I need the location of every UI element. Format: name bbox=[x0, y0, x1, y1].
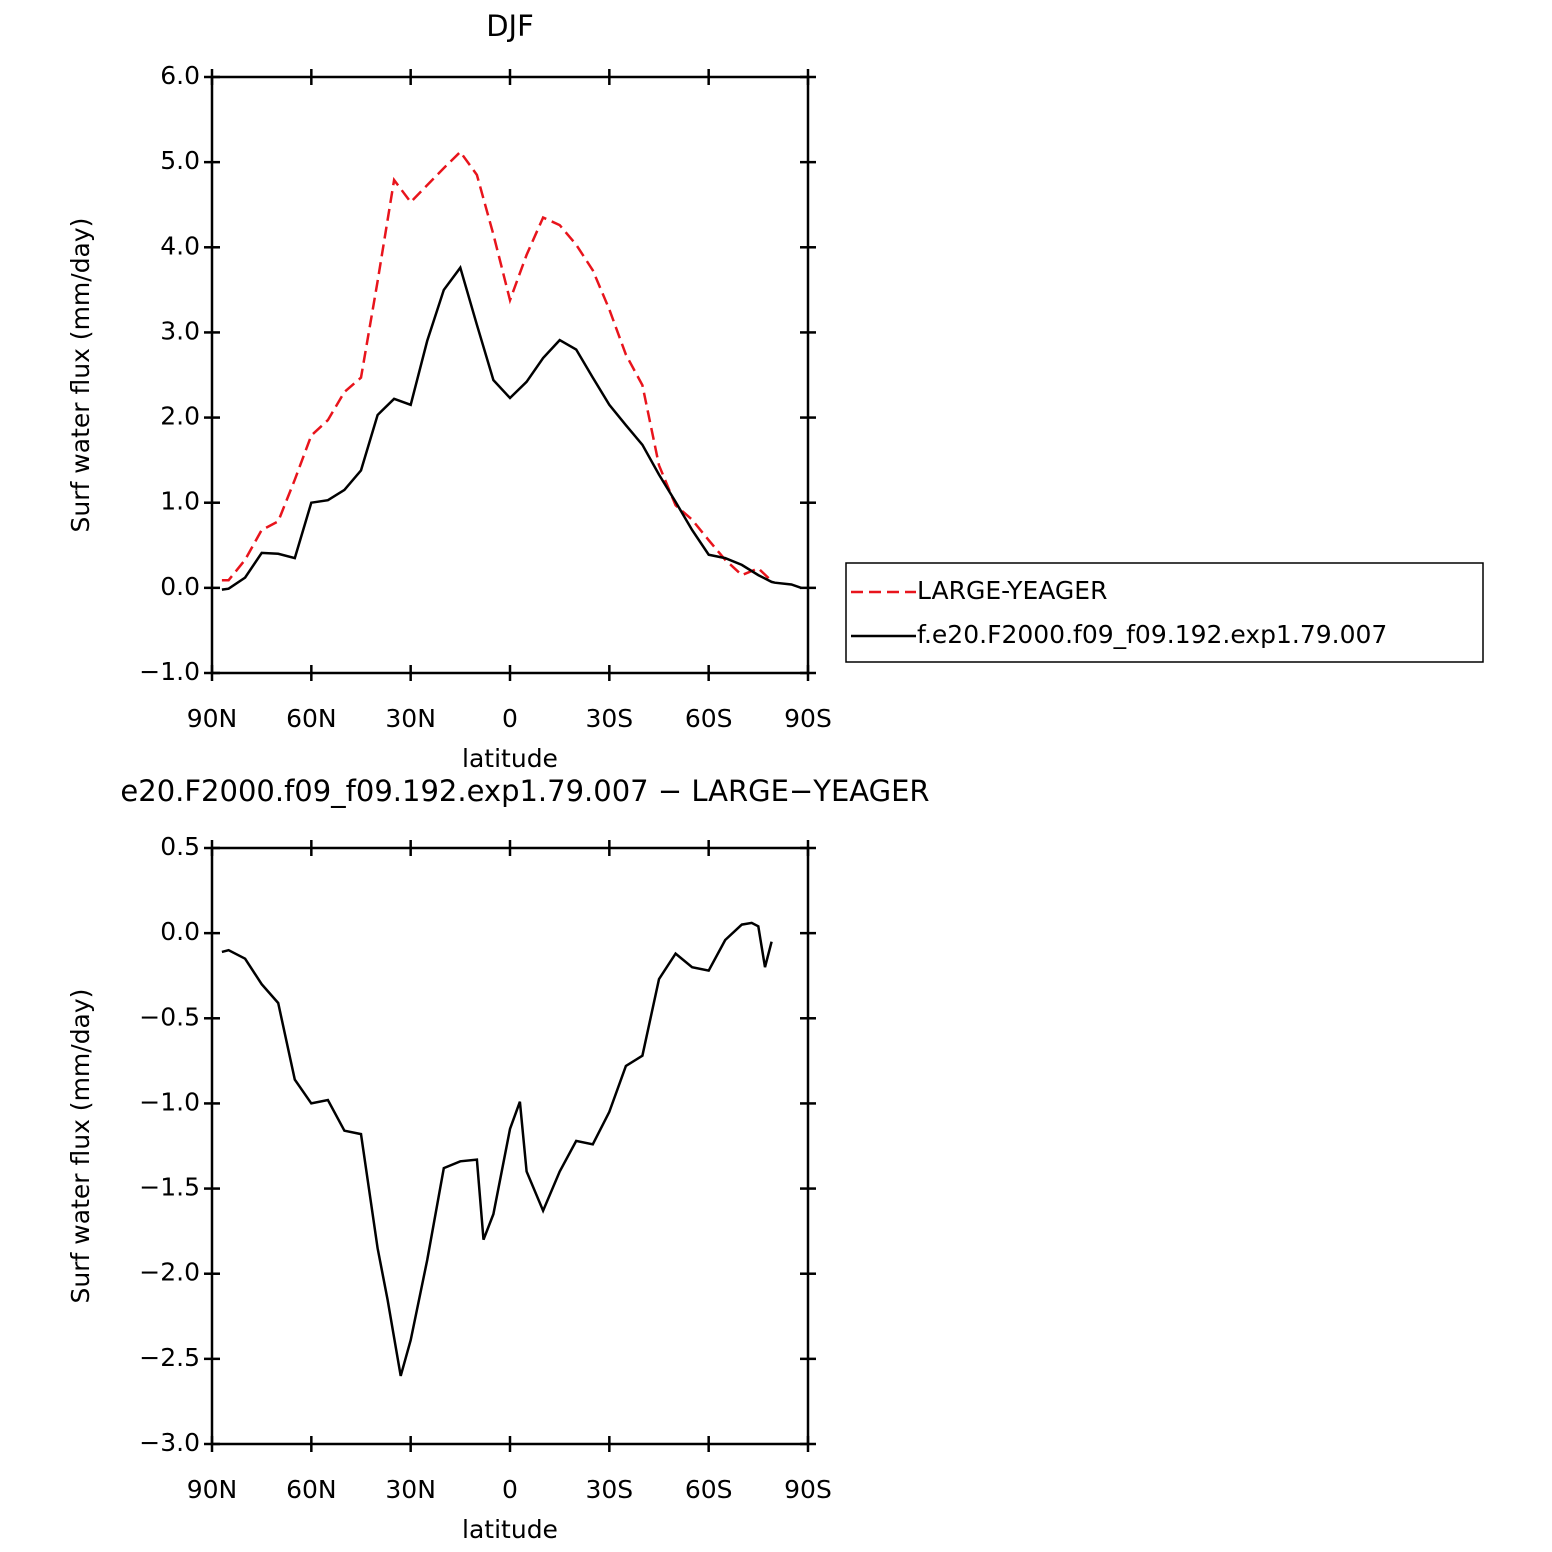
y-tick-label: 6.0 bbox=[160, 61, 200, 90]
y-tick-label: 0.0 bbox=[160, 572, 200, 601]
x-tick-label: 90N bbox=[187, 704, 238, 733]
x-tick-label: 90N bbox=[187, 1475, 238, 1504]
y-tick-label: −0.5 bbox=[139, 1002, 200, 1031]
plot-frame bbox=[210, 75, 810, 675]
y-axis-label: Surf water flux (mm/day) bbox=[66, 218, 95, 533]
x-tick-label: 30S bbox=[585, 704, 633, 733]
y-tick-label: 3.0 bbox=[160, 316, 200, 345]
x-tick-label: 30N bbox=[385, 704, 436, 733]
x-axis-label: latitude bbox=[462, 744, 558, 773]
x-tick-label: 90S bbox=[784, 1475, 832, 1504]
data-line bbox=[221, 921, 773, 1377]
y-tick-label: −2.5 bbox=[139, 1343, 200, 1372]
y-tick-label: 0.5 bbox=[160, 832, 200, 861]
x-tick-label: 30S bbox=[585, 1475, 633, 1504]
y-tick-label: 0.0 bbox=[160, 917, 200, 946]
y-tick-label: −2.0 bbox=[139, 1258, 200, 1287]
y-tick-label: 4.0 bbox=[160, 231, 200, 260]
x-tick-label: 90S bbox=[784, 704, 832, 733]
y-tick-label: −1.5 bbox=[139, 1173, 200, 1202]
chart-title: DJF bbox=[486, 9, 534, 43]
data-line bbox=[221, 264, 802, 591]
legend-box bbox=[845, 562, 1484, 663]
chart-title: e20.F2000.f09_f09.192.exp1.79.007 − LARG… bbox=[120, 774, 929, 808]
x-tick-label: 0 bbox=[502, 1475, 518, 1504]
x-axis-label: latitude bbox=[462, 1515, 558, 1544]
y-tick-label: 5.0 bbox=[160, 146, 200, 175]
x-tick-label: 60N bbox=[286, 1475, 337, 1504]
y-tick-label: −3.0 bbox=[139, 1428, 200, 1457]
legend-label: f.e20.F2000.f09_f09.192.exp1.79.007 bbox=[917, 620, 1387, 649]
x-tick-label: 60S bbox=[685, 704, 733, 733]
legend-label: LARGE-YEAGER bbox=[917, 576, 1107, 605]
y-axis-label: Surf water flux (mm/day) bbox=[66, 989, 95, 1304]
y-tick-label: −1.0 bbox=[139, 1087, 200, 1116]
plot-frame bbox=[210, 846, 810, 1446]
data-line bbox=[221, 149, 773, 582]
x-tick-label: 60N bbox=[286, 704, 337, 733]
y-tick-label: −1.0 bbox=[139, 657, 200, 686]
y-tick-label: 1.0 bbox=[160, 487, 200, 516]
x-tick-label: 60S bbox=[685, 1475, 733, 1504]
x-tick-label: 0 bbox=[502, 704, 518, 733]
x-tick-label: 30N bbox=[385, 1475, 436, 1504]
y-tick-label: 2.0 bbox=[160, 402, 200, 431]
